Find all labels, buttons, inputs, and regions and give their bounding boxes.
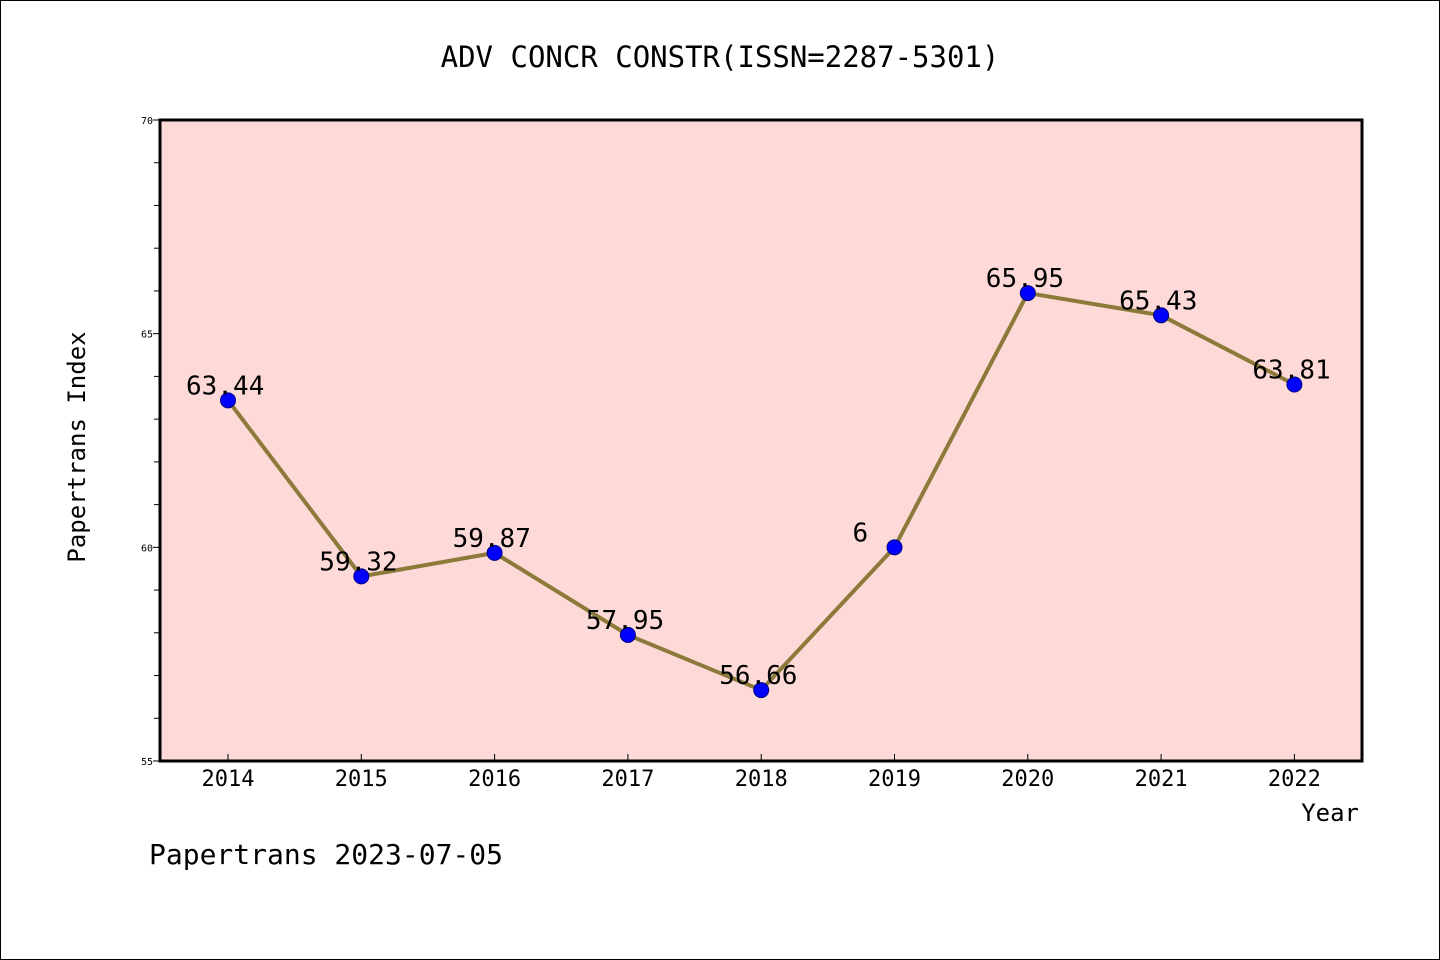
x-tick-label: 2021 <box>1135 767 1188 792</box>
data-point <box>220 392 236 409</box>
data-point <box>1153 307 1170 324</box>
footer-text: Papertrans 2023-07-05 <box>149 838 503 871</box>
x-tick-label: 2015 <box>335 767 388 792</box>
x-tick-label: 2022 <box>1268 767 1321 792</box>
data-label: 63.44 <box>186 371 264 401</box>
y-axis-ticks: 55 60 65 70 <box>141 116 160 768</box>
y-tick-label: 60 <box>141 543 153 554</box>
data-label: 65.43 <box>1119 286 1197 316</box>
plot-area <box>160 120 1362 761</box>
y-tick-label: 65 <box>141 330 153 341</box>
data-label: 59.32 <box>319 547 397 577</box>
x-tick-label: 2016 <box>468 767 521 792</box>
data-point <box>886 539 903 556</box>
data-label: 63.81 <box>1252 356 1330 386</box>
x-axis-title: Year <box>1301 799 1359 827</box>
data-label: 59.87 <box>453 524 531 554</box>
plot-border <box>158 118 1364 763</box>
data-label: 57.95 <box>586 606 664 636</box>
data-points <box>220 285 1303 699</box>
x-axis-ticks: 2014 2015 2016 2017 2018 2019 2020 2021 2022 <box>202 754 1321 792</box>
data-point <box>1286 376 1303 393</box>
data-point <box>753 682 770 699</box>
chart-title: ADV CONCR CONSTR(ISSN=2287-5301) <box>441 40 1000 74</box>
data-label: 65.95 <box>986 264 1064 294</box>
x-tick-label: 2018 <box>735 767 788 792</box>
data-point <box>1019 285 1036 302</box>
x-tick-label: 2020 <box>1001 767 1054 792</box>
data-label: 56.66 <box>719 661 797 691</box>
data-labels: 63.44 59.32 59.87 57.95 56.66 6 65.95 65.43 63.8… <box>186 264 1331 691</box>
data-label: 6 <box>853 518 869 548</box>
y-tick-label: 70 <box>141 116 153 127</box>
x-tick-label: 2017 <box>601 767 654 792</box>
x-tick-label: 2019 <box>868 767 921 792</box>
data-point <box>619 626 636 643</box>
y-tick-label: 55 <box>141 757 153 768</box>
y-axis-title: Papertrans Index <box>63 331 91 562</box>
data-point <box>353 568 370 585</box>
data-point <box>486 544 503 561</box>
x-tick-label: 2014 <box>202 767 255 792</box>
